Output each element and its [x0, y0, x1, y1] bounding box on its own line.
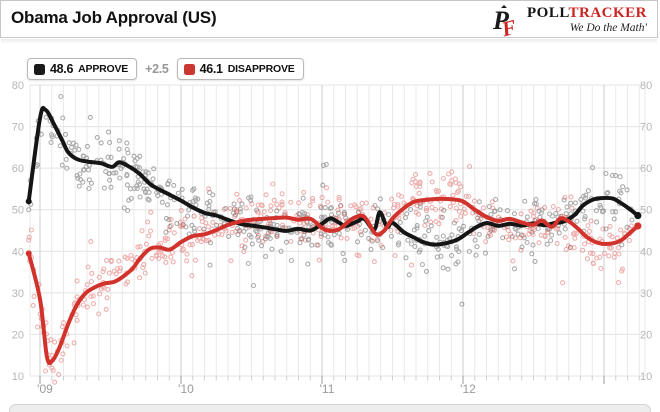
x-tick-label: '09 [37, 382, 53, 396]
disapprove-label: DISAPPROVE [227, 63, 295, 75]
svg-text:F: F [498, 15, 518, 38]
y-tick-label-right: 10 [640, 371, 652, 383]
disapprove-start-dot [25, 250, 32, 257]
approve-value: 48.6 [50, 62, 74, 76]
approve-label: APPROVE [78, 63, 129, 75]
svg-text:P: P [493, 6, 510, 35]
disapprove-trend-line[interactable] [26, 196, 640, 366]
spread-value: +2.5 [145, 62, 169, 76]
legend-approve-button[interactable]: 48.6 APPROVE [27, 58, 138, 80]
legend-disapprove-button[interactable]: 46.1 DISAPPROVE [176, 58, 304, 80]
approve-start-dot [25, 198, 32, 205]
y-tick-label-right: 70 [640, 122, 652, 134]
y-tick-label-left: 30 [12, 288, 24, 300]
disapprove-value: 46.1 [199, 62, 223, 76]
y-tick-label-left: 20 [12, 329, 24, 341]
y-tick-label-left: 80 [12, 80, 24, 92]
logo-text: POLLTRACKER We Do the Math′ [527, 3, 647, 34]
y-tick-label-right: 50 [640, 205, 652, 217]
timeline-scrubber-bar[interactable] [9, 404, 651, 412]
polltracker-monogram-icon: P F [493, 5, 519, 38]
approve-swatch-icon [34, 63, 45, 75]
x-tick-label: '12 [460, 382, 476, 396]
y-tick-label-right: 80 [640, 80, 652, 92]
disapprove-latest-dot[interactable] [634, 222, 642, 230]
logo-tagline: We Do the Math′ [569, 22, 647, 34]
legend: 48.6 APPROVE +2.5 46.1 DISAPPROVE [27, 58, 304, 80]
approve-trend-line[interactable] [26, 105, 640, 247]
y-tick-label-right: 40 [640, 246, 652, 258]
y-tick-label-right: 60 [640, 163, 652, 175]
page-title: Obama Job Approval (US) [11, 8, 217, 27]
x-tick-label: '10 [178, 382, 194, 396]
disapprove-scatter-points[interactable] [26, 163, 634, 385]
y-tick-label-left: 40 [12, 246, 24, 258]
axis-labels: 10 10 20 20 30 30 40 40 50 50 60 60 70 70 80 80 '09 '10 '1… [12, 80, 653, 396]
header-bar: Obama Job Approval (US) P F POLLTRACKER … [0, 0, 658, 44]
approve-latest-dot[interactable] [634, 211, 642, 220]
y-tick-label-left: 50 [12, 205, 24, 217]
y-tick-label-right: 20 [640, 329, 652, 341]
x-tick-label: '11 [320, 382, 335, 396]
disapprove-swatch-icon [183, 63, 195, 75]
y-tick-label-left: 70 [12, 122, 24, 134]
y-tick-label-left: 60 [12, 163, 24, 175]
y-tick-label-right: 30 [640, 288, 652, 300]
y-tick-label-left: 10 [12, 371, 24, 383]
logo-wordmark: POLLTRACKER [527, 5, 647, 21]
polltracker-logo[interactable]: P F POLLTRACKER We Do the Math′ [493, 3, 647, 38]
